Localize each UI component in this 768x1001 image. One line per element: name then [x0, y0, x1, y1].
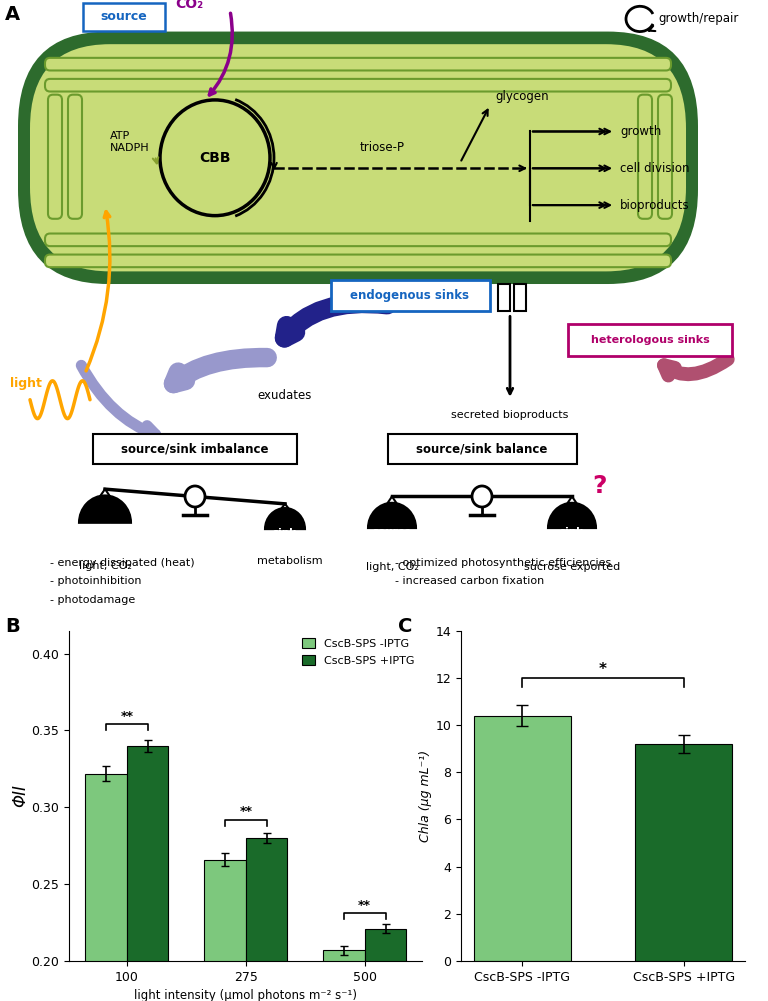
FancyBboxPatch shape: [93, 434, 297, 463]
Text: sink: sink: [273, 529, 297, 539]
Legend: CscB-SPS -IPTG, CscB-SPS +IPTG: CscB-SPS -IPTG, CscB-SPS +IPTG: [300, 637, 417, 668]
FancyBboxPatch shape: [45, 233, 671, 246]
Text: source: source: [85, 522, 124, 532]
FancyBboxPatch shape: [658, 95, 672, 219]
Text: secreted bioproducts: secreted bioproducts: [452, 410, 568, 420]
FancyBboxPatch shape: [568, 324, 732, 355]
Text: sink: sink: [560, 528, 584, 538]
Bar: [474, 716, 571, 961]
FancyBboxPatch shape: [638, 95, 652, 219]
FancyBboxPatch shape: [68, 95, 82, 219]
FancyBboxPatch shape: [83, 3, 165, 30]
Text: B: B: [5, 618, 20, 637]
Text: growth: growth: [620, 125, 661, 138]
Text: C: C: [399, 618, 412, 637]
Text: growth/repair: growth/repair: [658, 12, 738, 25]
Bar: [85, 774, 127, 1001]
Wedge shape: [548, 503, 596, 529]
Wedge shape: [79, 495, 131, 523]
FancyBboxPatch shape: [45, 254, 671, 267]
FancyBboxPatch shape: [388, 434, 577, 463]
X-axis label: light intensity (μmol photons m⁻² s⁻¹): light intensity (μmol photons m⁻² s⁻¹): [134, 989, 357, 1001]
Text: cell division: cell division: [620, 162, 690, 175]
Text: source: source: [101, 10, 147, 23]
Text: exudates: exudates: [258, 389, 312, 402]
Text: ?: ?: [593, 474, 607, 497]
Wedge shape: [368, 503, 416, 529]
Circle shape: [185, 485, 205, 508]
FancyBboxPatch shape: [30, 44, 686, 271]
Text: - optimized photosynthetic efficiencies: - optimized photosynthetic efficiencies: [395, 558, 611, 568]
Text: triose-P: triose-P: [359, 140, 405, 153]
Text: **: **: [121, 710, 134, 723]
Wedge shape: [265, 509, 305, 530]
Text: glycogen: glycogen: [495, 90, 548, 103]
Text: light, CO₂: light, CO₂: [78, 561, 131, 571]
FancyBboxPatch shape: [18, 32, 698, 284]
FancyBboxPatch shape: [48, 95, 62, 219]
Text: sucrose exported: sucrose exported: [524, 562, 620, 572]
Text: - energy dissipated (heat): - energy dissipated (heat): [50, 558, 194, 568]
Text: CBB: CBB: [199, 151, 230, 165]
Text: metabolism: metabolism: [257, 557, 323, 567]
Bar: [635, 744, 732, 961]
Bar: [514, 284, 526, 311]
Bar: [204, 860, 246, 1001]
Bar: [246, 838, 287, 1001]
Text: bioproducts: bioproducts: [620, 198, 690, 211]
Text: - increased carbon fixation: - increased carbon fixation: [395, 577, 545, 587]
Y-axis label: Chla (μg mL⁻¹): Chla (μg mL⁻¹): [419, 750, 432, 842]
Text: - photodamage: - photodamage: [50, 596, 135, 606]
Text: A: A: [5, 5, 20, 24]
Bar: [127, 746, 168, 1001]
Text: light, CO₂: light, CO₂: [366, 562, 419, 572]
Text: endogenous sinks: endogenous sinks: [350, 289, 469, 302]
FancyBboxPatch shape: [45, 79, 671, 91]
Text: light: light: [10, 377, 42, 390]
Text: source/sink imbalance: source/sink imbalance: [121, 442, 269, 455]
Bar: [365, 929, 406, 1001]
Text: source: source: [372, 528, 412, 538]
Text: - photoinhibition: - photoinhibition: [50, 577, 141, 587]
Text: **: **: [358, 899, 371, 912]
Text: CO₂: CO₂: [175, 0, 203, 11]
Bar: [498, 284, 510, 311]
Text: ATP
NADPH: ATP NADPH: [110, 131, 150, 153]
FancyBboxPatch shape: [45, 58, 671, 70]
Circle shape: [160, 100, 270, 215]
Text: source/sink balance: source/sink balance: [416, 442, 548, 455]
Text: heterologous sinks: heterologous sinks: [591, 334, 710, 344]
FancyBboxPatch shape: [331, 280, 490, 311]
Y-axis label: ΦII: ΦII: [11, 785, 28, 807]
Text: *: *: [599, 662, 607, 677]
Bar: [323, 950, 365, 1001]
Text: **: **: [240, 805, 252, 818]
Circle shape: [472, 485, 492, 508]
